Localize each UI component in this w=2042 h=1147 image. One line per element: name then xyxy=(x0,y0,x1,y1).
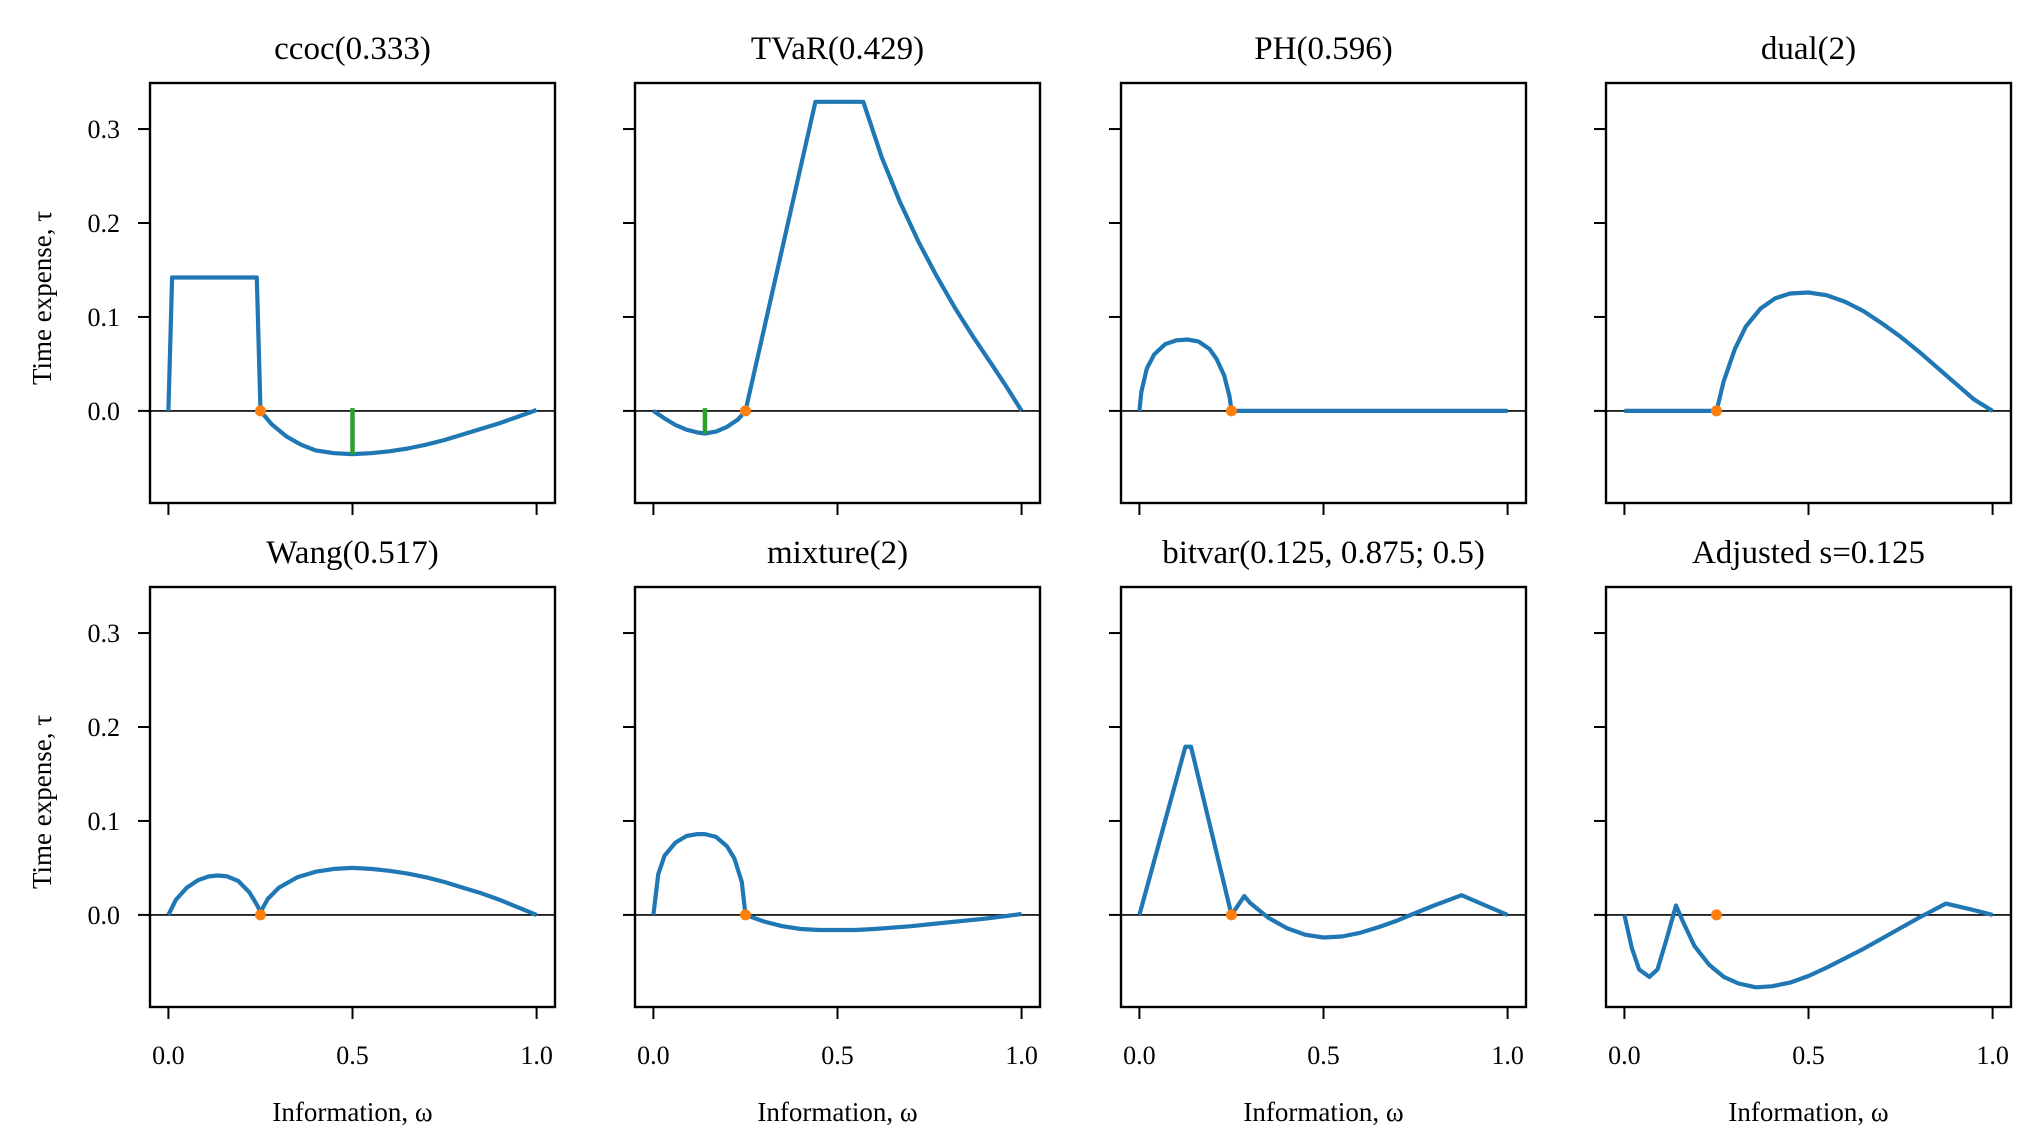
subplot-title: PH(0.596) xyxy=(1254,31,1392,67)
subplot-1: ccoc(0.333) 0.0 0.1 0.2 0.3 Time expense, τ xyxy=(27,31,557,515)
x-tick-label: 1.0 xyxy=(1005,1041,1038,1070)
x-tick-label: 0.5 xyxy=(1792,1041,1825,1070)
marker-point xyxy=(254,909,266,921)
subplot-4: dual(2) xyxy=(1594,31,2013,515)
x-tick-label: 1.0 xyxy=(1976,1041,2009,1070)
axes-frame xyxy=(148,585,557,1009)
x-tick-label: 0.0 xyxy=(152,1041,185,1070)
subplot-title: dual(2) xyxy=(1761,31,1856,67)
time-expense-curve xyxy=(1622,901,1994,990)
axes-frame xyxy=(1119,81,1528,505)
y-tick-label: 0.3 xyxy=(88,115,121,144)
y-tick-label: 0.0 xyxy=(88,397,121,426)
y-tick-label: 0.3 xyxy=(88,619,121,648)
axes-frame xyxy=(633,585,1042,1009)
x-tick-label: 0.5 xyxy=(821,1041,854,1070)
time-expense-curve xyxy=(1137,337,1508,413)
subplot-title: TVaR(0.429) xyxy=(751,31,924,67)
time-expense-curve xyxy=(1624,290,1994,413)
marker-point xyxy=(1710,405,1722,417)
x-axis-label: Information, ω xyxy=(272,1097,432,1127)
y-tick-label: 0.1 xyxy=(88,807,121,836)
subplot-3: PH(0.596) xyxy=(1109,31,1528,515)
x-tick-label: 0.0 xyxy=(1123,1041,1156,1070)
x-tick-label: 1.0 xyxy=(520,1041,553,1070)
subplot-title: Wang(0.517) xyxy=(266,535,438,571)
x-tick-label: 0.0 xyxy=(1608,1041,1641,1070)
subplot-7: bitvar(0.125, 0.875; 0.5) 0.0 0.5 1.0 Inform… xyxy=(1109,535,1528,1127)
time-expense-curve xyxy=(1137,744,1509,940)
subplot-title: bitvar(0.125, 0.875; 0.5) xyxy=(1162,535,1485,571)
x-axis-label: Information, ω xyxy=(1243,1097,1403,1127)
x-tick-label: 1.0 xyxy=(1491,1041,1524,1070)
subplot-title: mixture(2) xyxy=(767,535,908,571)
time-expense-curve xyxy=(652,99,1024,436)
y-tick-label: 0.1 xyxy=(88,303,121,332)
subplot-2: TVaR(0.429) xyxy=(623,31,1042,515)
marker-point xyxy=(254,405,266,417)
marker-point xyxy=(739,405,751,417)
subplot-5: Wang(0.517) 0.0 0.5 1.0 0.0 0.1 0.2 0.3 Informat… xyxy=(27,535,557,1127)
x-tick-label: 0.5 xyxy=(1307,1041,1340,1070)
subplot-title: ccoc(0.333) xyxy=(274,31,431,67)
marker-point xyxy=(1710,909,1722,921)
subplot-6: mixture(2) 0.0 0.5 1.0 Information, ω xyxy=(623,535,1042,1127)
subplot-8: Adjusted s=0.125 0.0 0.5 1.0 Information, ω xyxy=(1594,535,2013,1127)
subplot-title: Adjusted s=0.125 xyxy=(1692,535,1925,571)
x-tick-label: 0.5 xyxy=(336,1041,369,1070)
y-axis-label: Time expense, τ xyxy=(27,211,57,385)
axes-frame xyxy=(633,81,1042,505)
time-expense-curve xyxy=(166,865,538,917)
marker-point xyxy=(739,909,751,921)
axes-frame xyxy=(1119,585,1528,1009)
y-tick-label: 0.2 xyxy=(88,713,121,742)
y-axis-label: Time expense, τ xyxy=(27,715,57,889)
y-tick-label: 0.0 xyxy=(88,901,121,930)
x-axis-label: Information, ω xyxy=(1728,1097,1888,1127)
y-tick-label: 0.2 xyxy=(88,209,121,238)
x-axis-label: Information, ω xyxy=(757,1097,917,1127)
x-tick-label: 0.0 xyxy=(637,1041,670,1070)
marker-point xyxy=(1225,405,1237,417)
marker-point xyxy=(1225,909,1237,921)
